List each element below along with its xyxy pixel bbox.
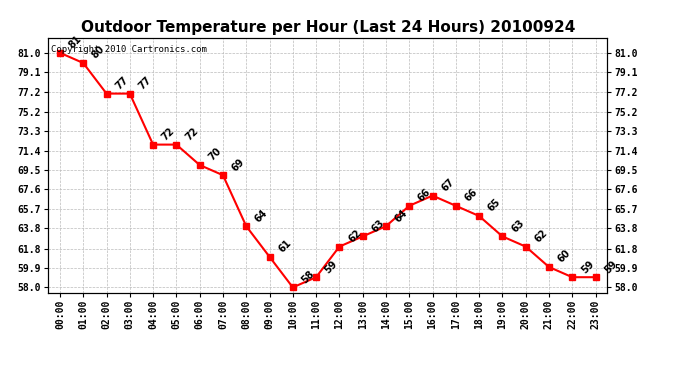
Title: Outdoor Temperature per Hour (Last 24 Hours) 20100924: Outdoor Temperature per Hour (Last 24 Ho… [81, 20, 575, 35]
Text: 59: 59 [602, 258, 619, 275]
Text: 69: 69 [230, 156, 246, 173]
Text: 66: 66 [463, 187, 480, 204]
Text: 81: 81 [67, 34, 83, 51]
Text: 61: 61 [277, 238, 293, 255]
Text: 60: 60 [556, 248, 573, 265]
Text: 64: 64 [253, 207, 270, 224]
Text: 70: 70 [206, 146, 224, 163]
Text: 67: 67 [440, 177, 456, 194]
Text: 58: 58 [299, 268, 317, 285]
Text: 63: 63 [509, 217, 526, 234]
Text: 59: 59 [579, 258, 596, 275]
Text: 63: 63 [370, 217, 386, 234]
Text: 62: 62 [533, 228, 549, 244]
Text: 65: 65 [486, 197, 503, 214]
Text: 77: 77 [137, 75, 153, 92]
Text: 77: 77 [113, 75, 130, 92]
Text: 72: 72 [160, 126, 177, 142]
Text: 62: 62 [346, 228, 363, 244]
Text: 66: 66 [416, 187, 433, 204]
Text: 59: 59 [323, 258, 339, 275]
Text: 64: 64 [393, 207, 410, 224]
Text: 80: 80 [90, 44, 107, 61]
Text: 72: 72 [184, 126, 200, 142]
Text: Copyright 2010 Cartronics.com: Copyright 2010 Cartronics.com [51, 45, 207, 54]
